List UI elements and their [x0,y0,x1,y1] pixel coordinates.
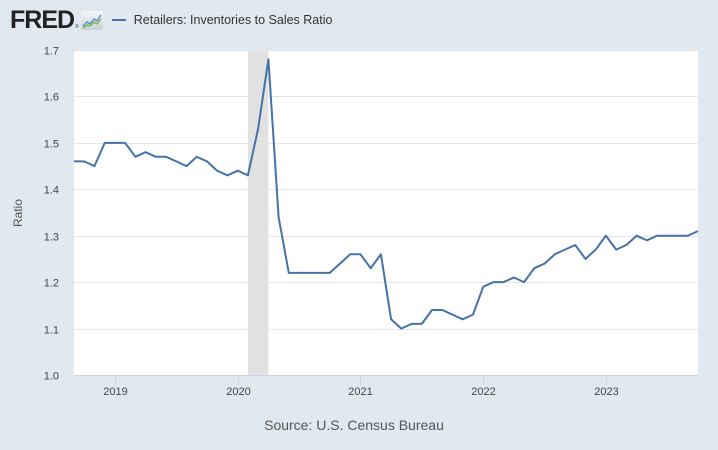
x-tick-label: 2020 [226,386,250,398]
chart-header: FRED ® Retailers: Inventories to Sales R… [10,6,332,34]
recession-band [247,50,269,375]
legend-swatch [111,19,126,21]
fred-chart-icon [80,10,103,30]
fred-logo[interactable]: FRED [10,5,75,34]
registered-mark: ® [75,24,79,30]
gridlines [74,50,698,330]
y-axis-ticks: 1.0 1.1 1.2 1.3 1.4 1.5 1.6 1.7 [44,46,59,383]
y-tick-label: 1.0 [44,371,59,383]
y-tick-label: 1.2 [44,278,59,290]
y-tick-label: 1.1 [44,325,59,337]
y-tick-label: 1.4 [44,185,59,197]
x-tick-label: 2021 [348,386,372,398]
x-tick-label: 2023 [594,386,618,398]
x-tick-label: 2019 [103,386,127,398]
y-tick-label: 1.6 [44,92,59,104]
recession-shading [247,50,269,375]
y-tick-label: 1.5 [44,139,59,151]
chart-legend[interactable]: Retailers: Inventories to Sales Ratio [111,13,333,27]
x-axis-ticks: 2019 2020 2021 2022 2023 [103,375,619,398]
y-tick-label: 1.3 [44,232,59,244]
y-tick-label: 1.7 [44,46,59,58]
legend-label: Retailers: Inventories to Sales Ratio [133,13,333,27]
plot-area [74,50,698,375]
data-series-line[interactable] [74,58,699,330]
y-axis-label: Ratio [11,199,25,227]
x-tick-label: 2022 [471,386,495,398]
source-note: Source: U.S. Census Bureau [264,417,444,433]
